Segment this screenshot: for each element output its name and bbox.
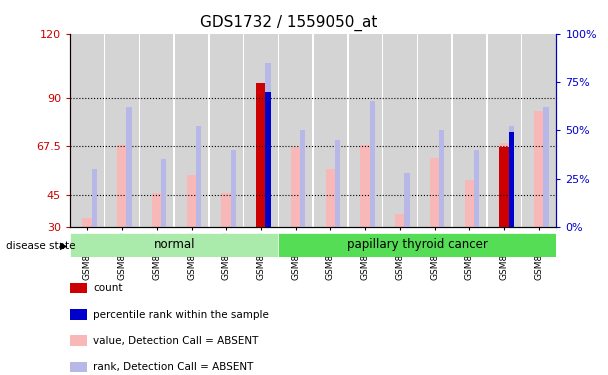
Text: percentile rank within the sample: percentile rank within the sample [93, 310, 269, 320]
Bar [430, 158, 440, 227]
Bar [522, 34, 556, 227]
Bar [256, 83, 266, 227]
Text: normal: normal [153, 238, 195, 251]
Bar [196, 126, 201, 227]
Bar [70, 232, 278, 257]
Bar [453, 34, 486, 227]
Bar [499, 147, 509, 227]
Bar [488, 34, 521, 227]
Bar [140, 34, 173, 227]
Bar [83, 218, 92, 227]
Text: disease state: disease state [6, 241, 75, 250]
Bar [265, 92, 271, 227]
Bar [314, 34, 347, 227]
Text: ▶: ▶ [60, 241, 67, 250]
Bar [544, 107, 548, 227]
Text: papillary thyroid cancer: papillary thyroid cancer [347, 238, 488, 251]
Bar [361, 146, 370, 227]
Bar [370, 101, 375, 227]
Bar [161, 159, 167, 227]
Bar [534, 111, 544, 227]
Bar [439, 130, 444, 227]
Bar [326, 169, 336, 227]
Bar [465, 180, 474, 227]
Bar [117, 146, 127, 227]
Bar [279, 34, 313, 227]
Bar [256, 83, 266, 227]
Bar [152, 192, 162, 227]
Bar [105, 34, 139, 227]
Bar [395, 214, 405, 227]
Bar [278, 232, 556, 257]
Bar [348, 34, 382, 227]
Bar [244, 34, 278, 227]
Bar [291, 147, 300, 227]
Bar [187, 176, 196, 227]
Bar [71, 34, 104, 227]
Bar [508, 132, 514, 227]
Bar [265, 63, 271, 227]
Bar [383, 34, 416, 227]
Bar [210, 34, 243, 227]
Bar [508, 126, 514, 227]
Text: count: count [93, 284, 123, 293]
Title: GDS1732 / 1559050_at: GDS1732 / 1559050_at [200, 15, 378, 31]
Bar [474, 150, 479, 227]
Bar [418, 34, 451, 227]
Bar [175, 34, 208, 227]
Text: value, Detection Call = ABSENT: value, Detection Call = ABSENT [93, 336, 258, 346]
Bar [230, 150, 236, 227]
Bar [404, 173, 410, 227]
Bar [126, 107, 131, 227]
Bar [335, 140, 340, 227]
Bar [300, 130, 305, 227]
Bar [221, 192, 231, 227]
Text: rank, Detection Call = ABSENT: rank, Detection Call = ABSENT [93, 362, 254, 372]
Bar [92, 169, 97, 227]
Bar [499, 143, 509, 227]
